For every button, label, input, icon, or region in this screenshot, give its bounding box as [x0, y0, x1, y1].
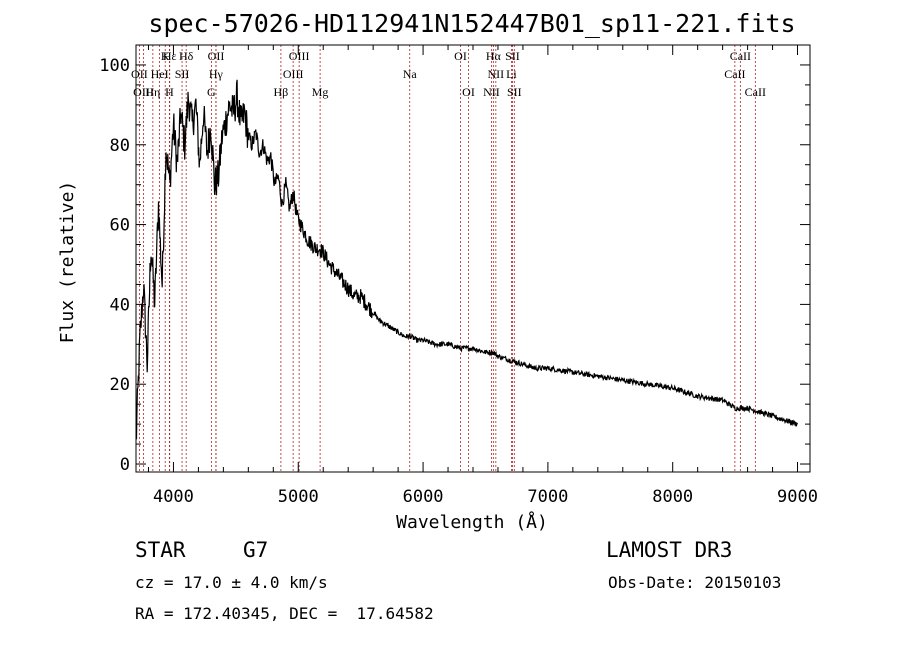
y-axis-ticks: 0 20 40 60 80 100 [99, 56, 810, 475]
line-label-25: NII [483, 85, 500, 99]
line-label-22: Hβ [274, 85, 289, 99]
line-label-11: SII [175, 67, 190, 81]
line-label-20: H [165, 85, 174, 99]
x-tick-label-0: 4000 [153, 487, 194, 507]
flux-series-line [135, 79, 798, 440]
line-label-1: K [161, 49, 170, 63]
line-label-5: OI [454, 49, 467, 63]
survey-name: LAMOST DR3 [606, 538, 733, 562]
object-subclass: G7 [243, 538, 269, 562]
line-label-8: CaII [730, 49, 751, 63]
line-label-19: Hη [145, 85, 160, 99]
spectral-line-markers [138, 45, 756, 472]
x-axis-label: Wavelength (Å) [396, 511, 548, 533]
line-label-7: SII [505, 49, 520, 63]
y-tick-label-0: 0 [120, 455, 130, 475]
x-tick-label-1: 5000 [278, 487, 319, 507]
line-label-16: Li [506, 67, 517, 81]
y-tick-label-1: 20 [110, 375, 130, 395]
y-tick-label-4: 80 [110, 136, 130, 156]
line-label-6: Hα [486, 49, 502, 63]
line-label-27: CaII [745, 85, 766, 99]
y-axis-label: Flux (relative) [57, 181, 78, 344]
line-label-10: HeI [151, 67, 169, 81]
line-label-24: OI [462, 85, 475, 99]
x-axis-ticks: 4000 5000 6000 7000 8000 9000 [147, 45, 818, 507]
line-label-23: Mg [312, 85, 329, 99]
line-label-3: OII [208, 49, 225, 63]
line-label-15: NII [488, 67, 505, 81]
object-type: STAR [135, 538, 186, 562]
line-label-21: G [207, 85, 216, 99]
coordinates: RA = 172.40345, DEC = 17.64582 [135, 604, 434, 623]
y-tick-label-3: 60 [110, 216, 130, 236]
y-tick-label-5: 100 [99, 56, 130, 76]
line-label-12: Hγ [209, 67, 224, 81]
obs-date: Obs-Date: 20150103 [608, 573, 782, 592]
x-tick-label-4: 8000 [652, 487, 693, 507]
line-label-18: OIII [133, 85, 154, 99]
x-tick-label-2: 6000 [403, 487, 444, 507]
x-tick-label-5: 9000 [777, 487, 818, 507]
line-label-17: CaII [724, 67, 745, 81]
line-label-9: OII [131, 67, 148, 81]
line-label-4: OIII [289, 49, 310, 63]
line-label-14: Na [403, 67, 418, 81]
line-label-26: SII [507, 85, 522, 99]
line-label-2: Hε [163, 49, 177, 63]
chart-title: spec-57026-HD112941N152447B01_sp11-221.f… [148, 9, 795, 38]
x-tick-label-3: 7000 [527, 487, 568, 507]
redshift-readout: cz = 17.0 ± 4.0 km/s [135, 573, 328, 592]
line-label-0: Hδ [179, 49, 194, 63]
y-tick-label-2: 40 [110, 295, 130, 315]
line-label-13: OIII [283, 67, 304, 81]
